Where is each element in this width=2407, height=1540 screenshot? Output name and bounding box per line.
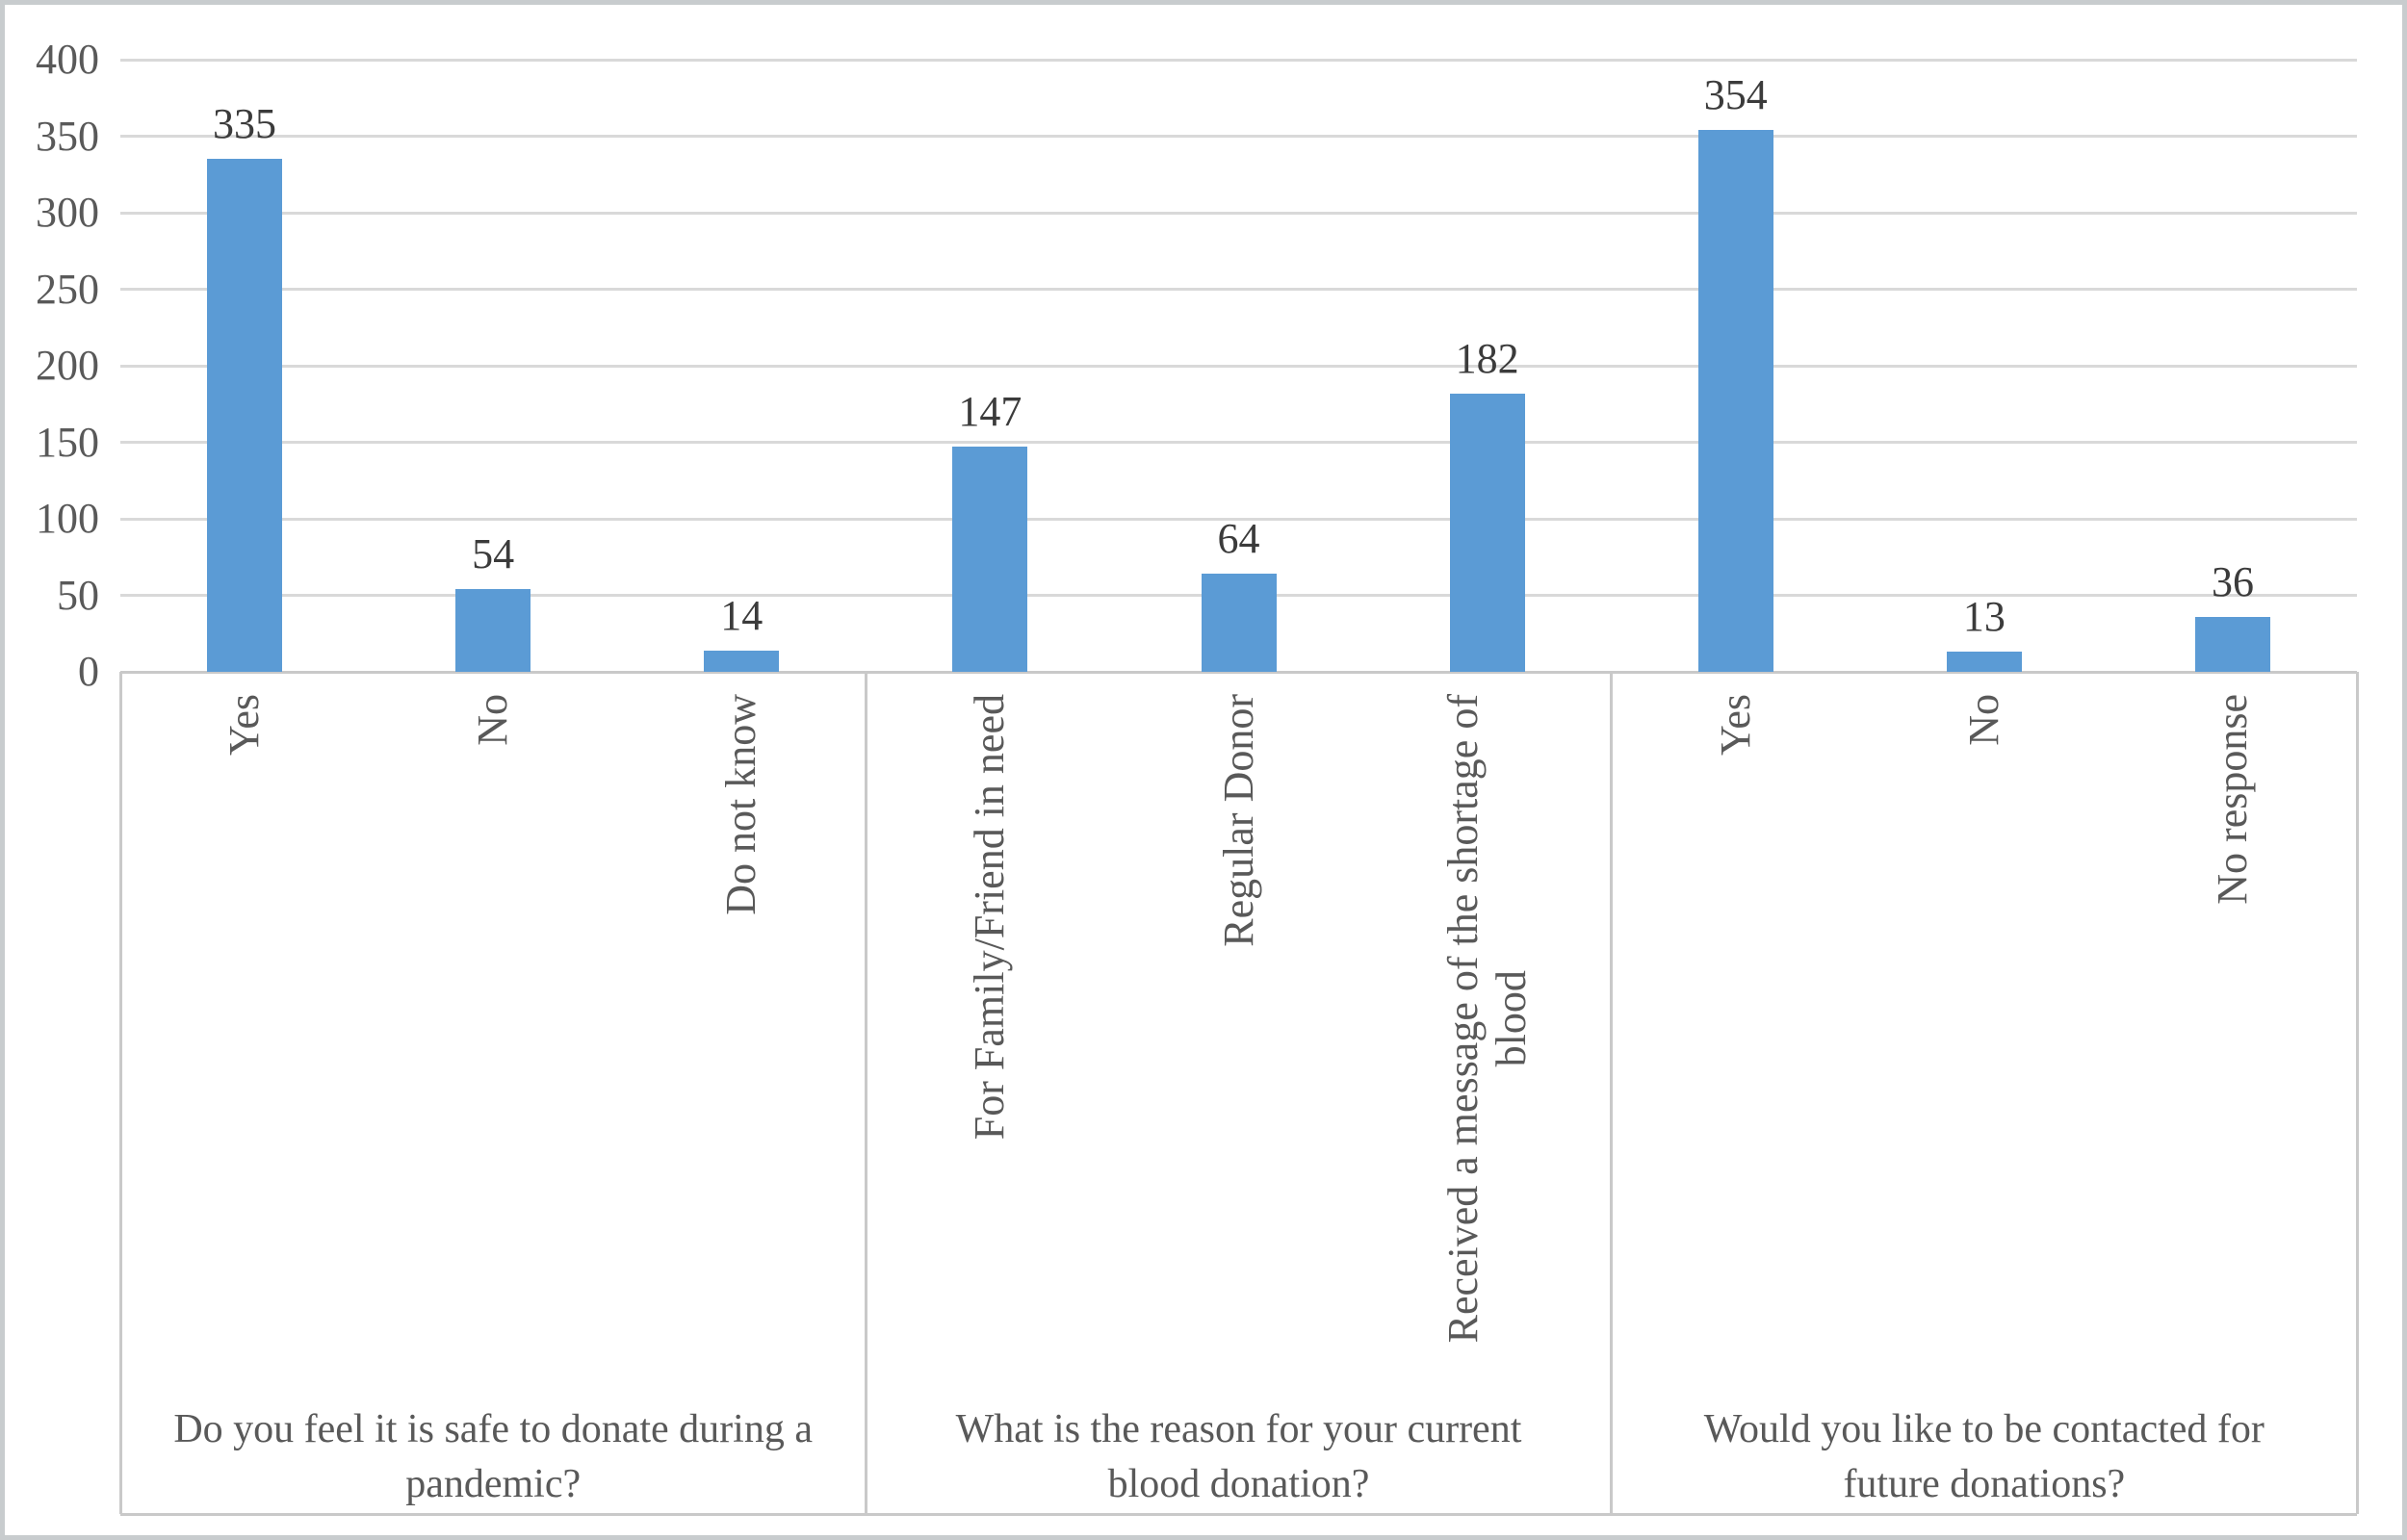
label-area-side-border — [2355, 672, 2359, 1514]
bar — [1201, 574, 1277, 672]
bar — [455, 589, 531, 672]
bar — [207, 159, 283, 672]
bar-value-label: 335 — [213, 100, 277, 148]
y-axis-tick-label: 300 — [36, 189, 99, 236]
y-axis-tick-label: 0 — [78, 648, 99, 695]
gridline — [120, 364, 2357, 368]
panel-separator — [864, 672, 867, 1514]
y-axis-tick-label: 100 — [36, 495, 99, 542]
bar-value-label: 147 — [958, 388, 1022, 436]
bar-value-label: 14 — [720, 591, 764, 639]
y-axis-tick-label: 150 — [36, 418, 99, 466]
bar-value-label: 182 — [1455, 334, 1519, 382]
category-label: Regular Donor — [1214, 694, 1262, 947]
bar — [1697, 130, 1773, 672]
bar — [952, 447, 1028, 672]
category-label: Do not know — [717, 694, 765, 915]
category-label: Yes — [1711, 694, 1759, 757]
bar-value-label: 54 — [472, 530, 515, 578]
plot-area: 0 50 100 150 200 250 300 350 400 Do you feel it i… — [5, 5, 2402, 1535]
panel-separator — [1610, 672, 1614, 1514]
bar-value-label: 354 — [1703, 71, 1768, 119]
label-area-side-border — [118, 672, 122, 1514]
y-axis-tick-label: 250 — [36, 265, 99, 313]
group-title: Do you feel it is safe to donate during … — [173, 1407, 813, 1506]
gridline — [120, 135, 2357, 138]
category-label: For Family/Friend in need — [966, 694, 1014, 1141]
group-title: What is the reason for your current bloo… — [955, 1407, 1522, 1506]
category-label: Received a message of the shortage of bl… — [1438, 694, 1535, 1344]
bar-value-label: 64 — [1217, 515, 1260, 563]
group-title: Would you like to be contacted for futur… — [1703, 1407, 2265, 1506]
gridline — [120, 517, 2357, 521]
gridline — [120, 288, 2357, 291]
gridline — [120, 441, 2357, 444]
y-axis-tick-label: 50 — [57, 571, 99, 619]
bar — [1449, 393, 1525, 672]
y-axis-tick-label: 350 — [36, 112, 99, 160]
bar — [1946, 652, 2022, 672]
bar — [704, 650, 780, 672]
category-label: No — [469, 694, 517, 746]
category-label: No response — [2208, 694, 2256, 905]
y-axis-tick-label: 200 — [36, 342, 99, 389]
bar-value-label: 13 — [1962, 593, 2006, 641]
gridline — [120, 58, 2357, 62]
bar — [2194, 616, 2270, 672]
gridline — [120, 211, 2357, 215]
label-area-bottom-border — [120, 1512, 2357, 1516]
bar-value-label: 36 — [2211, 557, 2254, 605]
category-label: Yes — [220, 694, 269, 757]
category-label: No — [1959, 694, 2007, 746]
y-axis-tick-label: 400 — [36, 36, 99, 83]
x-axis-line — [120, 670, 2357, 674]
